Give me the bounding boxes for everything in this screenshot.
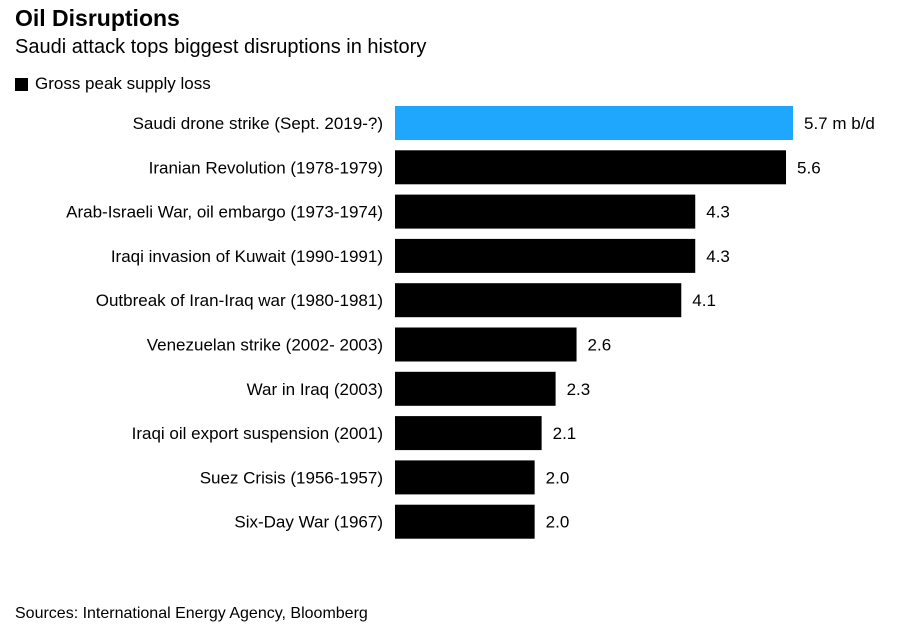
value-label: 2.0	[546, 468, 570, 487]
value-label: 4.3	[706, 203, 730, 222]
value-label: 2.6	[588, 336, 612, 355]
category-label: Suez Crisis (1956-1957)	[200, 468, 383, 487]
bar	[395, 460, 535, 495]
bar	[395, 238, 696, 273]
chart-legend: Gross peak supply loss	[15, 74, 211, 94]
chart-title: Oil Disruptions	[15, 5, 180, 31]
legend-label: Gross peak supply loss	[35, 74, 211, 93]
category-label: Saudi drone strike (Sept. 2019-?)	[133, 114, 383, 133]
value-label: 4.3	[706, 247, 730, 266]
bar-chart: Saudi drone strike (Sept. 2019-?) 5.7 m b…	[66, 106, 875, 539]
value-label: 2.0	[546, 513, 570, 532]
category-label: Iraqi invasion of Kuwait (1990-1991)	[111, 247, 383, 266]
category-label: Iraqi oil export suspension (2001)	[132, 424, 383, 443]
category-label: Venezuelan strike (2002- 2003)	[147, 336, 383, 355]
category-label: Arab-Israeli War, oil embargo (1973-1974…	[66, 203, 383, 222]
value-label: 5.6	[797, 158, 821, 177]
category-label: Iranian Revolution (1978-1979)	[149, 158, 383, 177]
bar	[395, 150, 787, 185]
bar	[395, 416, 542, 451]
chart-subtitle: Saudi attack tops biggest disruptions in…	[15, 36, 427, 58]
value-label: 4.1	[692, 291, 716, 310]
bar	[395, 371, 556, 406]
value-label: 2.1	[553, 424, 577, 443]
bar	[395, 504, 535, 539]
bar	[395, 327, 577, 362]
category-label: War in Iraq (2003)	[247, 380, 383, 399]
category-label: Outbreak of Iran-Iraq war (1980-1981)	[96, 291, 383, 310]
legend-swatch	[15, 77, 28, 91]
category-label: Six-Day War (1967)	[234, 513, 383, 532]
bar	[395, 194, 696, 229]
source-note: Sources: International Energy Agency, Bl…	[15, 605, 368, 622]
bar	[395, 106, 793, 140]
value-label: 5.7 m b/d	[804, 114, 875, 133]
bar	[395, 283, 682, 318]
value-label: 2.3	[567, 380, 591, 399]
